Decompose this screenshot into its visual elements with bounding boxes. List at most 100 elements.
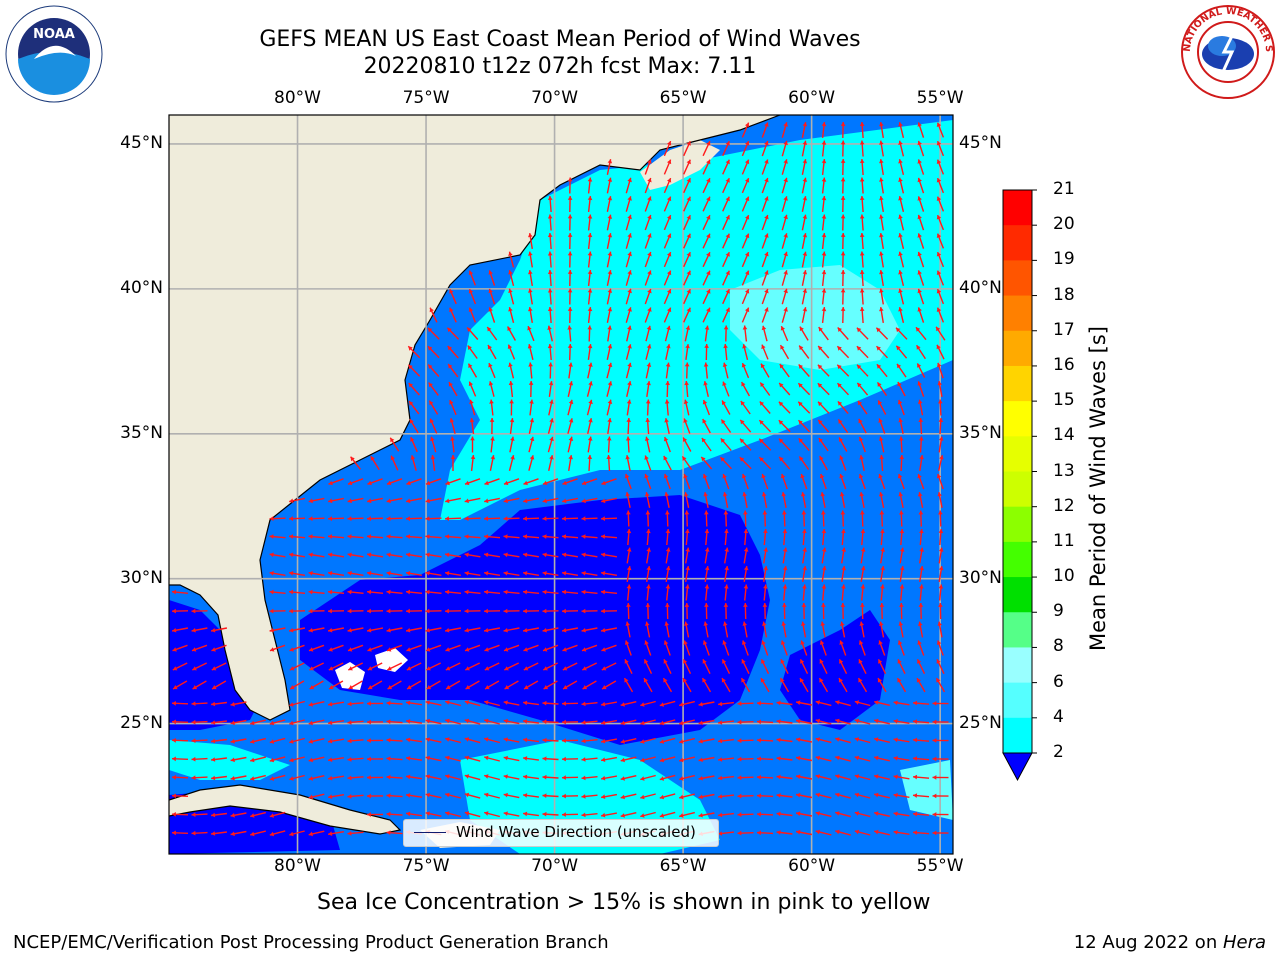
wind-wave-arrowhead [835, 792, 840, 798]
wind-wave-arrowhead [587, 307, 593, 312]
wind-wave-arrowhead [449, 418, 455, 423]
wind-wave-arrowhead [840, 307, 846, 311]
wind-wave-arrowhead [764, 233, 769, 238]
wind-wave-arrowhead [627, 381, 632, 386]
wind-wave-arrowhead [839, 437, 844, 442]
wind-wave-arrowhead [508, 362, 513, 367]
wind-wave-arrowhead [620, 776, 625, 781]
nws-logo: NATIONAL WEATHER SERVICE [1174, 0, 1278, 106]
wind-wave-arrowhead [503, 774, 508, 779]
wind-wave-arrowhead [936, 233, 942, 238]
wind-wave-arrowhead [484, 792, 489, 798]
wind-wave-arrowhead [818, 327, 823, 332]
wind-wave-arrowhead [484, 737, 489, 742]
wind-wave-arrowhead [896, 327, 901, 333]
wind-wave-arrowhead [250, 739, 255, 744]
wind-wave-arrowhead [308, 589, 313, 595]
wind-wave-arrowhead [938, 399, 943, 404]
wind-wave-arrowhead [269, 608, 274, 614]
wind-wave-arrowhead [897, 400, 903, 405]
sea-ice-caption: Sea Ice Concentration > 15% is shown in … [317, 890, 931, 915]
wind-wave-arrowhead [725, 289, 730, 294]
wind-wave-direction-arrows [171, 121, 949, 837]
wind-wave-arrowhead [859, 196, 865, 200]
wind-wave-arrowhead [624, 678, 629, 683]
wind-wave-arrowhead [627, 344, 632, 349]
wind-wave-arrowhead [665, 547, 671, 552]
wind-wave-arrowhead [347, 608, 352, 614]
wind-wave-arrowhead [490, 436, 495, 441]
wind-wave-arrowhead [587, 196, 593, 201]
wind-wave-arrowhead [644, 640, 649, 645]
lat-tick-label: 25°N [959, 712, 1002, 733]
wind-wave-arrowhead [838, 678, 843, 683]
wind-wave-arrowhead [879, 159, 884, 164]
wind-wave-arrowhead [620, 794, 625, 800]
wind-wave-arrowhead [211, 647, 216, 652]
wind-wave-arrowhead [764, 196, 769, 201]
wind-wave-arrowhead [308, 776, 313, 781]
wind-wave-arrowhead [347, 571, 352, 576]
wind-wave-arrowhead [645, 621, 650, 626]
wind-wave-arrowhead [547, 307, 553, 311]
wind-wave-arrowhead [932, 775, 937, 780]
wind-wave-arrowhead [722, 381, 727, 386]
wind-wave-arrowhead [704, 566, 710, 571]
wind-wave-arrowhead [647, 178, 652, 183]
wind-wave-arrowhead [464, 792, 470, 798]
wind-wave-arrowhead [387, 685, 393, 690]
wind-wave-arrowhead [601, 757, 606, 762]
wind-wave-arrowhead [684, 362, 690, 367]
wind-wave-arrowhead [542, 589, 547, 595]
wind-wave-arrowhead [607, 251, 613, 256]
wind-wave-arrowhead [879, 233, 884, 238]
wind-wave-arrowhead [817, 364, 823, 370]
wind-wave-arrowhead [172, 701, 176, 706]
wind-wave-arrowhead [484, 700, 489, 705]
wind-wave-arrowhead [386, 589, 391, 595]
colorbar-tick-label: 12 [1053, 495, 1075, 516]
wind-wave-arrowhead [721, 419, 726, 424]
wind-wave-arrowhead [367, 756, 371, 762]
wind-wave-arrowhead [543, 666, 548, 671]
wind-wave-arrowhead [818, 419, 823, 425]
wind-wave-arrowhead [725, 196, 730, 202]
wind-wave-arrowhead [698, 739, 703, 744]
wind-wave-arrowhead [854, 792, 860, 798]
wind-wave-arrowhead [938, 436, 944, 441]
wind-wave-arrowhead [508, 270, 513, 275]
wind-wave-arrowhead [858, 640, 864, 645]
wind-wave-arrowhead [764, 159, 769, 164]
wind-wave-arrowhead [601, 628, 606, 633]
wind-wave-arrowhead [723, 621, 728, 626]
wind-wave-arrowhead [683, 659, 688, 664]
wind-wave-arrowhead [289, 498, 294, 504]
wind-wave-arrowhead [898, 214, 903, 219]
wind-wave-arrowhead [835, 700, 840, 705]
wind-wave-arrowhead [899, 529, 905, 534]
wind-wave-arrowhead [646, 381, 651, 386]
wind-wave-arrowhead [426, 647, 431, 652]
wind-wave-arrowhead [309, 647, 314, 652]
wind-wave-arrowhead [503, 628, 508, 633]
wind-wave-arrowhead [172, 812, 176, 817]
wind-wave-arrowhead [211, 666, 217, 671]
wind-wave-arrowhead [659, 776, 665, 781]
wind-wave-arrowhead [620, 813, 625, 818]
wind-wave-arrowhead [936, 307, 942, 312]
wind-wave-arrowhead [508, 251, 513, 256]
wind-wave-arrowhead [796, 755, 801, 761]
wind-wave-arrowhead [821, 159, 827, 164]
wind-wave-arrowhead [879, 307, 884, 312]
lat-tick-label: 25°N [120, 712, 163, 733]
wind-wave-arrowhead [856, 327, 862, 333]
wind-wave-arrowhead [917, 307, 922, 312]
wind-wave-arrowhead [468, 307, 474, 312]
wind-wave-arrowhead [211, 812, 216, 818]
wind-wave-arrowhead [640, 757, 645, 763]
wind-wave-arrowhead [737, 701, 742, 706]
wind-wave-arrowhead [450, 455, 456, 459]
wind-wave-arrowhead [722, 640, 727, 645]
wind-wave-arrowhead [802, 177, 808, 182]
wind-wave-arrowhead [644, 492, 650, 497]
